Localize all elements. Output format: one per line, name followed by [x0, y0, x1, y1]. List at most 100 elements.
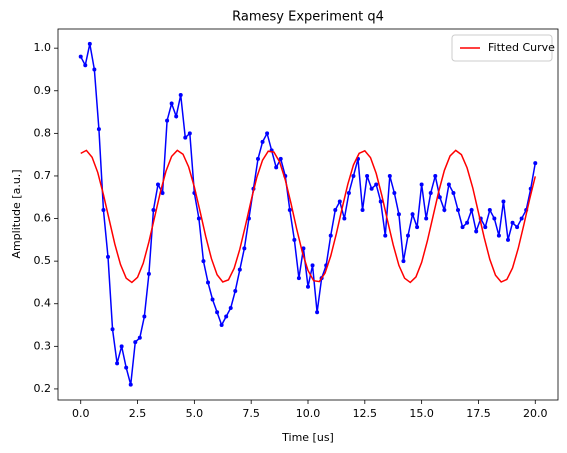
data-point [487, 208, 492, 213]
data-point [224, 314, 229, 319]
data-point [383, 233, 388, 238]
data-point [274, 165, 279, 170]
data-point [483, 225, 488, 230]
y-tick-label: 0.3 [34, 339, 52, 352]
data-point [374, 182, 379, 187]
data-point [292, 237, 297, 242]
data-point [337, 199, 342, 204]
data-point [387, 173, 392, 178]
data-point [287, 208, 292, 213]
data-point [378, 199, 383, 204]
series-line [80, 43, 537, 385]
data-point [265, 131, 270, 136]
data-point [433, 173, 438, 178]
data-point [496, 233, 501, 238]
data-point [442, 208, 447, 213]
data-point [151, 208, 156, 213]
data-point [119, 344, 124, 349]
x-tick-label: 5.0 [186, 407, 204, 420]
data-point [115, 361, 120, 366]
data-point [533, 161, 538, 166]
data-point [110, 327, 115, 332]
plot [78, 41, 538, 387]
data-point [256, 156, 260, 161]
data-point [233, 288, 238, 293]
y-tick-label: 0.5 [34, 254, 52, 267]
data-point [474, 229, 479, 234]
x-axis-label: Time [us] [281, 431, 334, 444]
axes-frame [57, 28, 559, 401]
data-point [365, 173, 370, 178]
data-point [78, 54, 83, 59]
data-point [87, 41, 92, 46]
data-point [260, 139, 265, 144]
data-point [187, 131, 192, 136]
data-point [306, 284, 310, 289]
data-point [201, 259, 206, 264]
data-point [83, 63, 88, 68]
data-point [369, 186, 374, 191]
data-point [506, 237, 510, 242]
data-point [465, 220, 470, 225]
data-point [92, 67, 97, 72]
y-tick-label: 0.6 [34, 212, 52, 225]
data-point [174, 114, 179, 119]
y-tick-label: 0.8 [34, 126, 52, 139]
x-tick-label: 12.5 [353, 407, 378, 420]
data-point [242, 246, 247, 251]
data-point [406, 233, 410, 238]
data-point [492, 216, 497, 221]
x-tick-label: 10.0 [296, 407, 321, 420]
x-tick-label: 17.5 [466, 407, 491, 420]
data-point [360, 208, 365, 213]
data-point [351, 173, 356, 178]
y-tick-label: 0.2 [34, 382, 52, 395]
data-point [178, 93, 183, 98]
data-point [237, 267, 242, 272]
data-point [456, 208, 460, 213]
data-point [296, 276, 301, 281]
x-tick-label: 2.5 [129, 407, 147, 420]
data-point [133, 340, 138, 345]
data-point [451, 190, 456, 195]
data-point [101, 208, 106, 213]
data-point [278, 156, 283, 161]
data-point [228, 305, 233, 310]
data-point [219, 323, 224, 328]
data-point [333, 208, 338, 213]
x-tick-label: 20.0 [523, 407, 548, 420]
data-point [196, 216, 201, 221]
data-point [342, 216, 347, 221]
data-point [160, 190, 165, 195]
data-point [501, 199, 506, 204]
data-point [424, 216, 429, 221]
data-point [106, 254, 110, 259]
y-tick-label: 1.0 [34, 41, 52, 54]
data-point [206, 280, 210, 285]
data-point [515, 225, 520, 230]
data-point [169, 101, 174, 106]
data-point [392, 190, 397, 195]
data-point [460, 225, 465, 230]
legend-label: Fitted Curve [488, 41, 555, 54]
data-point [396, 212, 401, 217]
data-point [469, 208, 474, 213]
y-axis-label: Amplitude [a.u.] [10, 169, 23, 258]
data-point [210, 297, 215, 302]
data-point [310, 263, 315, 268]
data-point [415, 225, 420, 230]
data-point [128, 382, 133, 387]
data-point [146, 271, 151, 276]
data-point [410, 212, 415, 217]
data-point [510, 220, 515, 225]
x-tick-label: 7.5 [242, 407, 260, 420]
data-point [401, 259, 406, 264]
data-point [519, 216, 524, 221]
legend-box [451, 34, 553, 62]
data-point [137, 335, 142, 340]
data-point [301, 246, 306, 251]
data-point [328, 233, 333, 238]
data-point [96, 127, 101, 132]
data-point [437, 195, 442, 200]
